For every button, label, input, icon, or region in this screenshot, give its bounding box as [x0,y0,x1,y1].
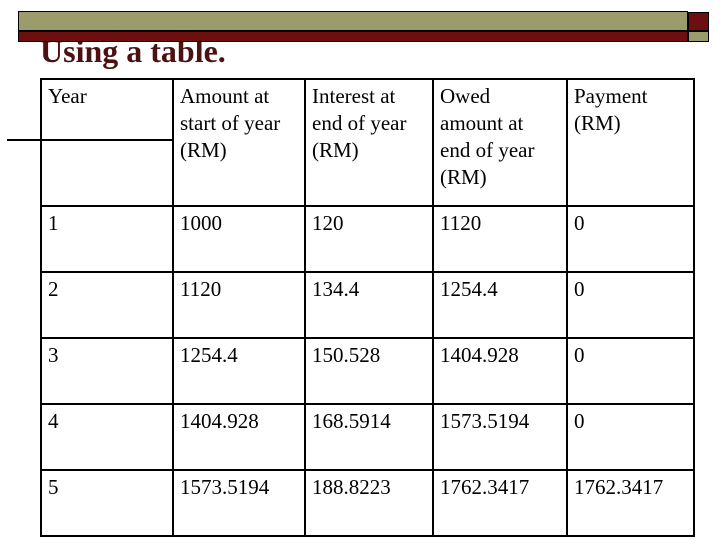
value-cell: 0 [566,337,695,405]
value-cell: 1762.3417 [566,469,695,537]
top-bar-tan [18,11,688,31]
value-cell: 1762.3417 [432,469,568,537]
value-cell: 120 [304,205,434,273]
column-header-2: Interest at end of year (RM) [304,78,434,207]
year-cell: 5 [40,469,174,537]
value-cell: 0 [566,205,695,273]
value-cell: 1120 [172,271,306,339]
column-header-0: Year [40,78,174,207]
column-header-1: Amount at start of year (RM) [172,78,306,207]
value-cell: 150.528 [304,337,434,405]
column-header-4: Payment (RM) [566,78,695,207]
top-bar-dark-red [18,31,688,42]
table-row: 4 1404.928 168.5914 1573.5194 0 [40,403,695,471]
value-cell: 1404.928 [172,403,306,471]
column-header-3: Owed amount at end of year (RM) [432,78,568,207]
value-cell: 1404.928 [432,337,568,405]
value-cell: 0 [566,271,695,339]
table-row: 2 1120 134.4 1254.4 0 [40,271,695,339]
table-body: 1 1000 120 1120 0 2 1120 134.4 1254.4 0 3 1254.4 150… [40,205,695,537]
interest-table: Year Amount at start of year (RM) Interest… [40,78,695,537]
table-row: 1 1000 120 1120 0 [40,205,695,273]
value-cell: 1573.5194 [172,469,306,537]
table-row: 3 1254.4 150.528 1404.928 0 [40,337,695,405]
value-cell: 1120 [432,205,568,273]
value-cell: 1254.4 [432,271,568,339]
top-corner-square-tan [688,31,709,42]
year-cell: 2 [40,271,174,339]
value-cell: 1000 [172,205,306,273]
value-cell: 168.5914 [304,403,434,471]
value-cell: 1254.4 [172,337,306,405]
table-header-row: Year Amount at start of year (RM) Interest… [40,78,695,207]
value-cell: 134.4 [304,271,434,339]
top-corner-square-red [688,12,709,31]
table-row: 5 1573.5194 188.8223 1762.3417 1762.3417 [40,469,695,537]
year-cell: 4 [40,403,174,471]
value-cell: 188.8223 [304,469,434,537]
value-cell: 1573.5194 [432,403,568,471]
value-cell: 0 [566,403,695,471]
year-column-underline [7,139,173,141]
year-cell: 1 [40,205,174,273]
year-cell: 3 [40,337,174,405]
